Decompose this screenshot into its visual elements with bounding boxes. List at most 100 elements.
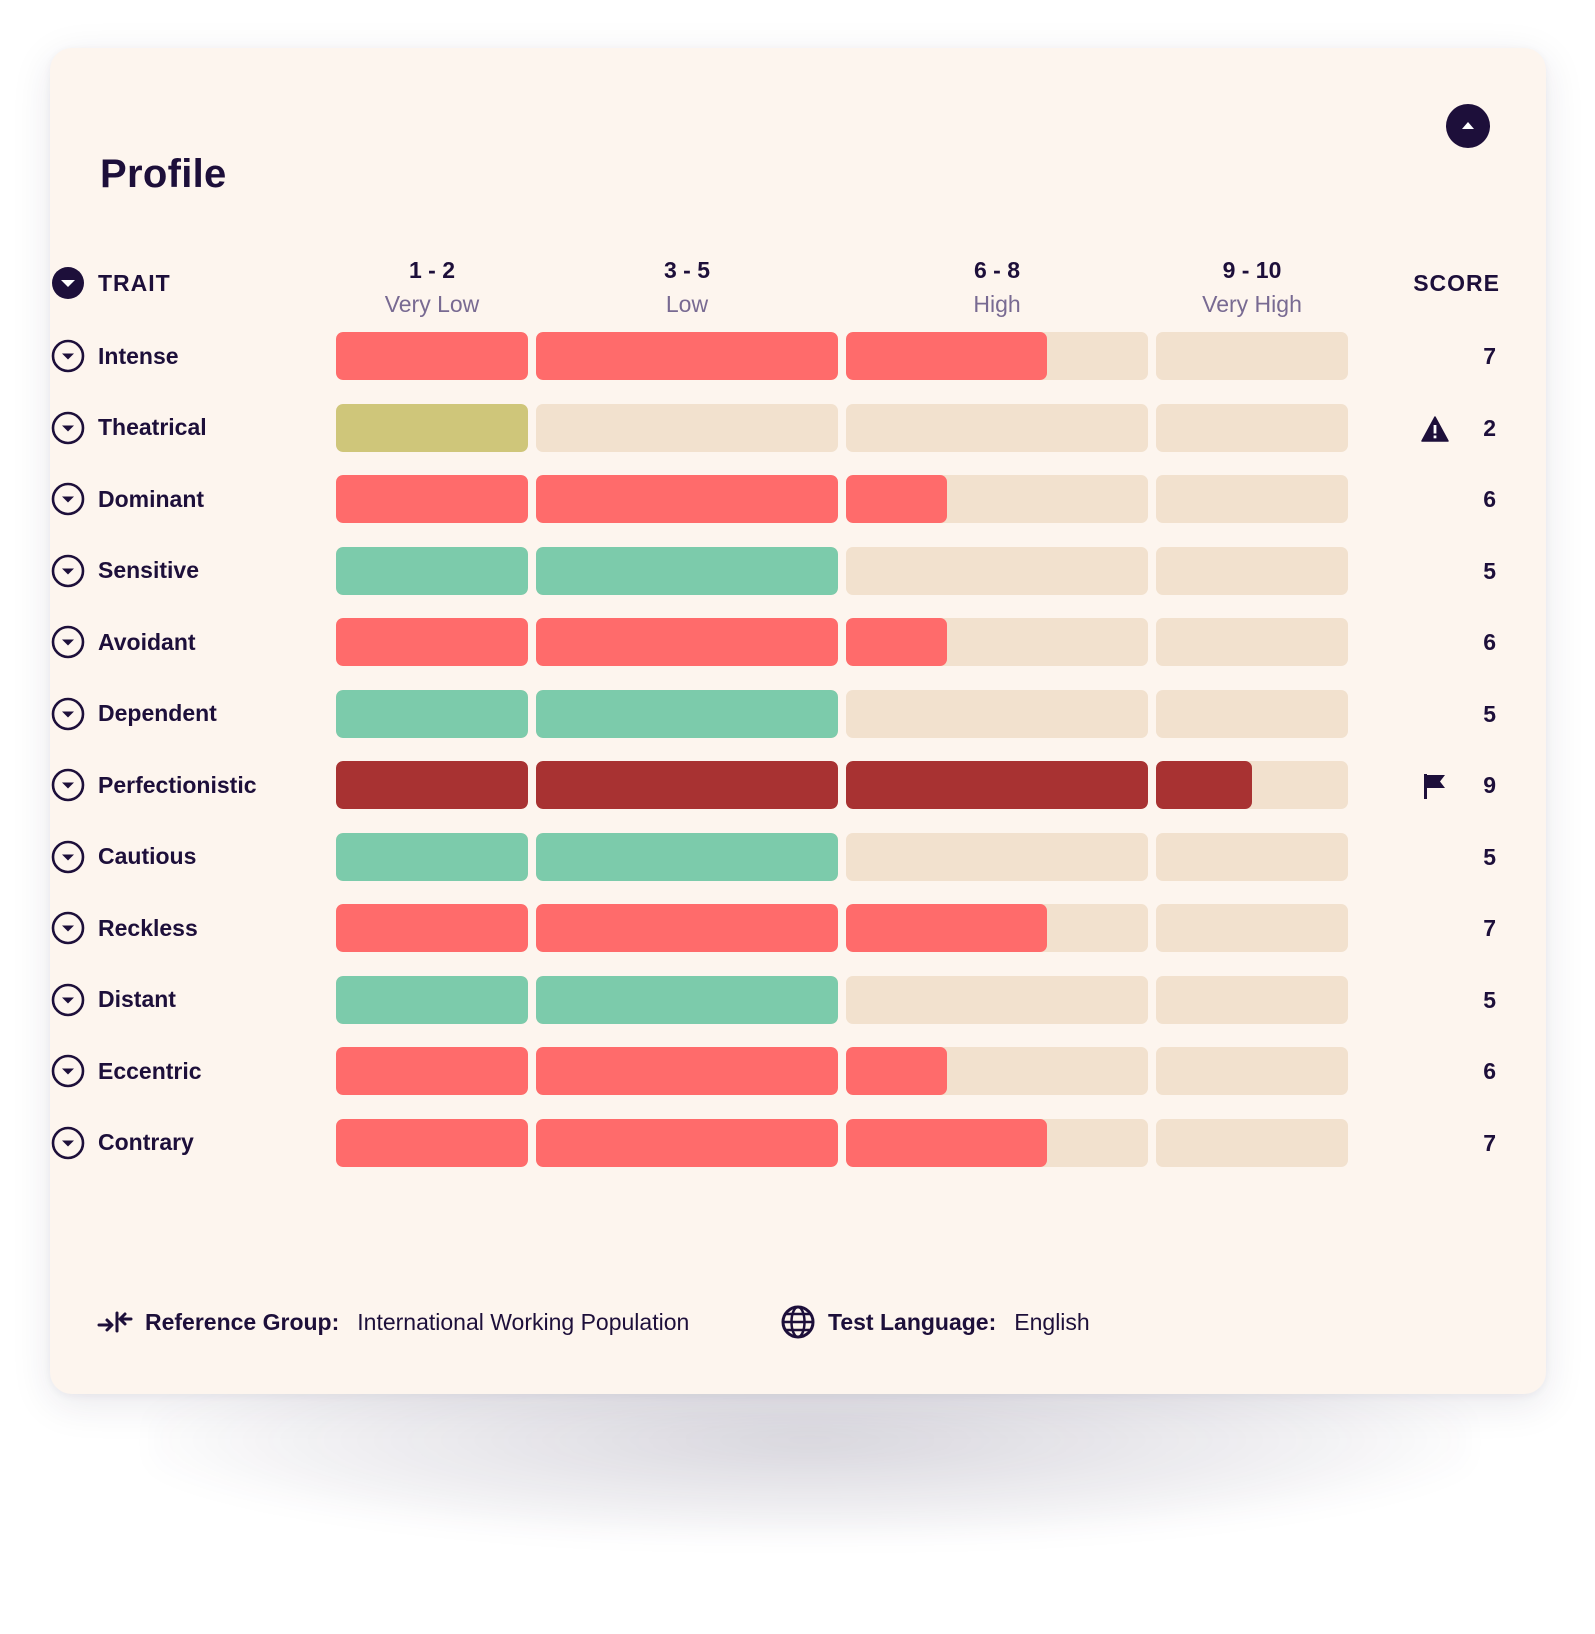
score-column-header: SCORE — [1413, 270, 1500, 296]
score-bar-fill — [846, 1118, 1048, 1167]
trait-toggle[interactable]: Theatrical — [50, 410, 207, 446]
score-bar-fill — [336, 832, 528, 881]
score-bar-fill — [846, 332, 1048, 380]
trait-toggle[interactable]: Perfectionistic — [50, 767, 257, 803]
score-bar-segment — [336, 475, 528, 523]
trait-row-intense: Intense 7 — [0, 332, 1595, 380]
range-header-very-high: 9 - 10 Very High — [1156, 253, 1348, 321]
score-bar-segment — [536, 332, 838, 380]
score-bar-fill — [536, 689, 838, 738]
trait-toggle[interactable]: Avoidant — [50, 624, 196, 660]
trait-row-distant: Distant 5 — [0, 975, 1595, 1024]
score-bar-fill — [536, 546, 838, 595]
expand-chevron-icon — [51, 1126, 85, 1159]
score-bar-segment — [846, 689, 1148, 738]
trait-name: Eccentric — [98, 1057, 202, 1084]
score-bar-fill — [536, 1047, 838, 1095]
score-bar-fill — [336, 689, 528, 738]
score-bar-segment — [336, 618, 528, 666]
score-bar-fill — [846, 475, 947, 523]
score-bar-segment — [536, 475, 838, 523]
trait-toggle[interactable]: Sensitive — [50, 553, 199, 589]
trait-row-avoidant: Avoidant 6 — [0, 618, 1595, 666]
score-bar-segment — [536, 1118, 838, 1167]
score-value: 7 — [1483, 915, 1496, 941]
score-bar-segment — [536, 975, 838, 1024]
score-bar-segment — [846, 1047, 1148, 1095]
trait-toggle[interactable]: Cautious — [50, 839, 196, 875]
trait-toggle[interactable]: Intense — [50, 338, 179, 374]
score-bar-segment — [846, 475, 1148, 523]
score-bar-segment — [846, 832, 1148, 881]
score-bar-fill — [1156, 761, 1252, 809]
score-bar-segment — [536, 832, 838, 881]
trait-toggle[interactable]: Dependent — [50, 696, 217, 732]
expand-chevron-icon — [51, 697, 85, 730]
trait-column-header[interactable]: TRAIT — [50, 265, 171, 301]
score-bar-segment — [336, 332, 528, 380]
range-header-high: 6 - 8 High — [846, 253, 1148, 321]
trait-name: Dependent — [98, 700, 217, 726]
warning-icon — [1421, 415, 1449, 442]
score-bar-segment — [1156, 904, 1348, 952]
score-value: 5 — [1483, 700, 1496, 727]
score-value: 6 — [1483, 1058, 1496, 1084]
trait-toggle[interactable]: Contrary — [50, 1125, 194, 1161]
score-bar-segment — [846, 403, 1148, 452]
expand-chevron-icon — [51, 1054, 85, 1088]
range-label: Very High — [1202, 291, 1302, 317]
score-value: 7 — [1483, 1129, 1496, 1156]
score-bar-fill — [846, 618, 947, 666]
globe-icon — [781, 1305, 815, 1339]
score-bar-segment — [846, 761, 1148, 809]
score-value: 9 — [1483, 772, 1496, 798]
test-language-label: Test Language: — [828, 1308, 997, 1335]
expand-chevron-icon — [51, 411, 85, 444]
score-bar-segment — [846, 618, 1148, 666]
score-bar-fill — [336, 1118, 528, 1167]
arrows-compress-icon — [97, 1311, 133, 1333]
score-value: 6 — [1483, 486, 1496, 512]
test-language-value: English — [1014, 1308, 1090, 1335]
reference-group-value: International Working Population — [357, 1308, 690, 1335]
score-bar-fill — [336, 904, 528, 952]
range-value: 9 - 10 — [1222, 257, 1282, 283]
score-bar-fill — [846, 904, 1048, 952]
trait-name: Intense — [98, 342, 179, 369]
trait-toggle[interactable]: Dominant — [50, 481, 204, 517]
score-bar-segment — [536, 403, 838, 452]
score-bar-fill — [536, 475, 838, 523]
trait-name: Sensitive — [98, 557, 199, 583]
score-bar-fill — [336, 975, 528, 1024]
score-bar-segment — [336, 975, 528, 1024]
trait-row-theatrical: Theatrical 2 — [0, 403, 1595, 452]
trait-toggle[interactable]: Distant — [50, 982, 176, 1018]
trait-header-label: TRAIT — [98, 269, 171, 296]
score-value: 5 — [1483, 557, 1496, 584]
trait-toggle[interactable]: Eccentric — [50, 1053, 202, 1089]
reference-group-label: Reference Group: — [145, 1308, 340, 1335]
trait-row-eccentric: Eccentric 6 — [0, 1047, 1595, 1095]
score-bar-fill — [336, 332, 528, 380]
test-language: Test Language: English — [780, 1302, 1090, 1342]
trait-row-dependent: Dependent 5 — [0, 689, 1595, 738]
score-bar-segment — [536, 1047, 838, 1095]
expand-chevron-icon — [51, 625, 85, 659]
score-bar-fill — [536, 332, 838, 380]
score-value: 5 — [1483, 986, 1496, 1013]
score-bar-segment — [536, 689, 838, 738]
score-bar-segment — [1156, 546, 1348, 595]
trait-name: Cautious — [98, 843, 197, 869]
range-header-low: 3 - 5 Low — [536, 253, 838, 321]
trait-toggle[interactable]: Reckless — [50, 910, 198, 946]
score-value: 7 — [1483, 343, 1496, 369]
score-bar-fill — [536, 761, 838, 809]
score-bar-segment — [1156, 332, 1348, 380]
score-bar-fill — [536, 618, 838, 666]
collapse-button[interactable] — [1446, 104, 1490, 148]
score-bar-segment — [336, 1047, 528, 1095]
trait-name: Contrary — [98, 1129, 194, 1155]
expand-chevron-icon — [51, 554, 85, 587]
score-value: 5 — [1483, 843, 1496, 870]
score-bar-segment — [846, 975, 1148, 1024]
